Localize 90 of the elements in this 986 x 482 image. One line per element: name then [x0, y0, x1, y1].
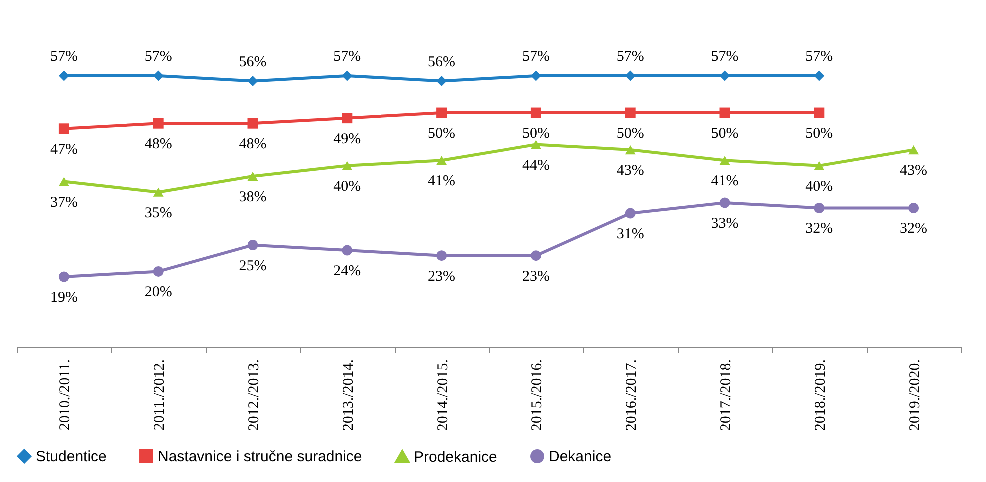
- data-label: 24%: [334, 264, 362, 280]
- x-tick-label: 2017./2018.: [718, 360, 734, 432]
- data-label: 56%: [428, 54, 456, 70]
- data-label: 44%: [522, 158, 550, 174]
- data-label: 35%: [144, 205, 172, 222]
- point: [530, 70, 542, 82]
- data-label: 23%: [522, 268, 550, 285]
- data-label: 31%: [616, 226, 644, 243]
- x-tick-label: 2018./2019.: [812, 360, 829, 432]
- data-label: 47%: [50, 142, 78, 158]
- point: [248, 240, 258, 250]
- x-tick-label: 2012./2013.: [246, 360, 262, 432]
- data-label: 38%: [239, 190, 267, 206]
- legend-label: Prodekanice: [414, 448, 498, 466]
- data-label: 57%: [711, 49, 739, 65]
- point: [58, 272, 70, 282]
- point: [625, 146, 636, 155]
- data-label: 41%: [711, 174, 739, 190]
- point: [342, 70, 353, 82]
- data-label: 40%: [334, 178, 362, 195]
- point: [58, 177, 70, 186]
- point: [153, 70, 164, 82]
- point: [342, 113, 353, 124]
- point: [625, 108, 636, 118]
- x-tick-label: 2013./2014.: [340, 360, 357, 432]
- data-label: 50%: [616, 126, 644, 142]
- legend-label: Nastavnice i stručne suradnice: [158, 448, 362, 466]
- point: [720, 70, 730, 82]
- legend-label: Studentice: [36, 448, 107, 466]
- data-label: 43%: [900, 163, 928, 180]
- data-label: 50%: [522, 126, 550, 142]
- point: [436, 156, 448, 166]
- point: [436, 76, 448, 87]
- point: [908, 203, 920, 214]
- data-label: 32%: [806, 221, 834, 238]
- x-tick-label: 2010./2011.: [58, 360, 74, 431]
- data-label: 32%: [900, 221, 928, 238]
- point: [58, 124, 70, 134]
- data-label: 57%: [144, 49, 172, 65]
- point: [153, 118, 164, 129]
- point: [720, 156, 730, 166]
- x-tick-label: 2019./2020.: [907, 360, 924, 432]
- data-label: 49%: [334, 131, 362, 148]
- point: [530, 250, 542, 262]
- data-label: 48%: [144, 136, 172, 153]
- data-label: 57%: [806, 49, 834, 65]
- x-tick-label: 2014./2015.: [435, 360, 452, 432]
- point: [530, 140, 542, 150]
- data-label: 48%: [239, 136, 267, 153]
- point: [720, 108, 730, 118]
- x-tick-label: 2016./2017.: [624, 360, 640, 432]
- point: [625, 70, 636, 82]
- x-tick-label: 2015./2016.: [530, 360, 546, 432]
- x-tick-label: 2011./2012.: [152, 360, 168, 431]
- point: [436, 108, 448, 118]
- point: [720, 198, 730, 208]
- data-label: 50%: [806, 126, 834, 142]
- point: [58, 70, 70, 82]
- point: [342, 245, 353, 256]
- data-label: 43%: [616, 163, 644, 180]
- point: [153, 188, 164, 197]
- point: [153, 266, 164, 277]
- point: [814, 108, 825, 118]
- data-label: 19%: [50, 290, 78, 306]
- point: [625, 208, 636, 219]
- point: [248, 172, 258, 182]
- data-label: 40%: [806, 178, 834, 195]
- data-label: 50%: [711, 126, 739, 142]
- data-label: 33%: [711, 216, 739, 232]
- data-label: 20%: [144, 284, 172, 301]
- point: [908, 146, 920, 155]
- legend-label: Dekanice: [549, 448, 612, 466]
- point: [248, 76, 258, 87]
- point: [530, 108, 542, 118]
- point: [814, 203, 825, 214]
- point: [248, 118, 258, 129]
- data-label: 57%: [522, 49, 550, 65]
- data-label: 57%: [50, 49, 78, 65]
- data-label: 50%: [428, 126, 456, 142]
- data-label: 23%: [428, 268, 456, 285]
- data-label: 37%: [50, 194, 78, 211]
- point: [814, 70, 825, 82]
- data-label: 41%: [428, 174, 456, 190]
- data-label: 57%: [616, 49, 644, 65]
- point: [342, 161, 353, 170]
- point: [436, 250, 448, 262]
- point: [814, 161, 825, 170]
- data-label: 57%: [334, 49, 362, 65]
- data-label: 25%: [239, 258, 267, 274]
- data-label: 56%: [239, 54, 267, 70]
